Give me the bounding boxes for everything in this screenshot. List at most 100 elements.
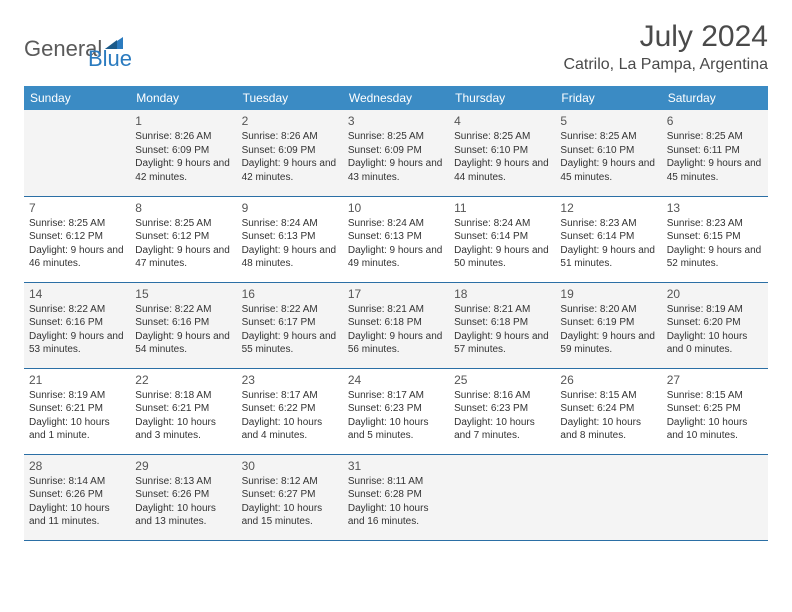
sunrise-text: Sunrise: 8:25 AM (348, 130, 444, 144)
day-cell (662, 454, 768, 540)
sunset-text: Sunset: 6:27 PM (242, 488, 338, 502)
sunrise-text: Sunrise: 8:15 AM (560, 389, 656, 403)
header: GeneralBlue July 2024 Catrilo, La Pampa,… (24, 20, 768, 74)
week-row: 21Sunrise: 8:19 AMSunset: 6:21 PMDayligh… (24, 368, 768, 454)
day-cell: 14Sunrise: 8:22 AMSunset: 6:16 PMDayligh… (24, 282, 130, 368)
day-info: Sunrise: 8:15 AMSunset: 6:24 PMDaylight:… (560, 389, 656, 443)
day-cell: 29 Sunrise: 8:13 AMSunset: 6:26 PMDayligh… (130, 454, 236, 540)
day-cell: 26 Sunrise: 8:15 AMSunset: 6:24 PMDayligh… (555, 368, 661, 454)
sunrise-text: Sunrise: 8:25 AM (135, 217, 231, 231)
day-number: 31 (348, 459, 444, 473)
day-cell: 1Sunrise: 8:26 AMSunset: 6:09 PMDaylight… (130, 110, 236, 196)
day-info: Sunrise: 8:25 AMSunset: 6:10 PMDaylight:… (454, 130, 550, 184)
day-cell: 3Sunrise: 8:25 AMSunset: 6:09 PMDaylight… (343, 110, 449, 196)
sunset-text: Sunset: 6:13 PM (348, 230, 444, 244)
sunset-text: Sunset: 6:17 PM (242, 316, 338, 330)
day-cell: 13Sunrise: 8:23 AMSunset: 6:15 PMDayligh… (662, 196, 768, 282)
day-cell (24, 110, 130, 196)
sunset-text: Sunset: 6:18 PM (348, 316, 444, 330)
daylight-text: Daylight: 10 hours and 4 minutes. (242, 416, 338, 443)
sunrise-text: Sunrise: 8:22 AM (135, 303, 231, 317)
month-title: July 2024 (563, 20, 768, 54)
sunrise-text: Sunrise: 8:22 AM (29, 303, 125, 317)
sunset-text: Sunset: 6:21 PM (29, 402, 125, 416)
day-cell: 23Sunrise: 8:17 AMSunset: 6:22 PMDayligh… (237, 368, 343, 454)
sunset-text: Sunset: 6:10 PM (560, 144, 656, 158)
day-cell: 20Sunrise: 8:19 AMSunset: 6:20 PMDayligh… (662, 282, 768, 368)
day-number: 9 (242, 201, 338, 215)
day-header-fri: Friday (555, 86, 661, 110)
sunrise-text: Sunrise: 8:23 AM (560, 217, 656, 231)
day-cell: 16Sunrise: 8:22 AMSunset: 6:17 PMDayligh… (237, 282, 343, 368)
day-info: Sunrise: 8:24 AMSunset: 6:13 PMDaylight:… (242, 217, 338, 271)
sunset-text: Sunset: 6:23 PM (454, 402, 550, 416)
sunset-text: Sunset: 6:14 PM (454, 230, 550, 244)
day-header-sat: Saturday (662, 86, 768, 110)
week-row: 14Sunrise: 8:22 AMSunset: 6:16 PMDayligh… (24, 282, 768, 368)
daylight-text: Daylight: 10 hours and 16 minutes. (348, 502, 444, 529)
day-cell: 4 Sunrise: 8:25 AMSunset: 6:10 PMDaylight… (449, 110, 555, 196)
sunset-text: Sunset: 6:10 PM (454, 144, 550, 158)
day-info: Sunrise: 8:13 AMSunset: 6:26 PMDaylight:… (135, 475, 231, 529)
day-number: 26 (560, 373, 656, 387)
sunset-text: Sunset: 6:20 PM (667, 316, 763, 330)
daylight-text: Daylight: 9 hours and 55 minutes. (242, 330, 338, 357)
sunrise-text: Sunrise: 8:26 AM (135, 130, 231, 144)
day-number: 22 (135, 373, 231, 387)
day-number: 16 (242, 287, 338, 301)
sunrise-text: Sunrise: 8:20 AM (560, 303, 656, 317)
daylight-text: Daylight: 9 hours and 51 minutes. (560, 244, 656, 271)
day-info: Sunrise: 8:17 AMSunset: 6:22 PMDaylight:… (242, 389, 338, 443)
day-number: 8 (135, 201, 231, 215)
day-number: 6 (667, 114, 763, 128)
logo: GeneralBlue (24, 26, 164, 72)
daylight-text: Daylight: 9 hours and 47 minutes. (135, 244, 231, 271)
day-number: 4 (454, 114, 550, 128)
sunset-text: Sunset: 6:11 PM (667, 144, 763, 158)
day-number: 10 (348, 201, 444, 215)
day-cell: 5Sunrise: 8:25 AMSunset: 6:10 PMDaylight… (555, 110, 661, 196)
daylight-text: Daylight: 9 hours and 46 minutes. (29, 244, 125, 271)
sunrise-text: Sunrise: 8:13 AM (135, 475, 231, 489)
sunrise-text: Sunrise: 8:17 AM (242, 389, 338, 403)
daylight-text: Daylight: 9 hours and 59 minutes. (560, 330, 656, 357)
day-cell (449, 454, 555, 540)
day-number: 18 (454, 287, 550, 301)
day-info: Sunrise: 8:26 AMSunset: 6:09 PMDaylight:… (242, 130, 338, 184)
sunset-text: Sunset: 6:26 PM (135, 488, 231, 502)
daylight-text: Daylight: 10 hours and 0 minutes. (667, 330, 763, 357)
sunset-text: Sunset: 6:13 PM (242, 230, 338, 244)
sunrise-text: Sunrise: 8:14 AM (29, 475, 125, 489)
day-cell: 8 Sunrise: 8:25 AMSunset: 6:12 PMDaylight… (130, 196, 236, 282)
day-number: 1 (135, 114, 231, 128)
daylight-text: Daylight: 9 hours and 44 minutes. (454, 157, 550, 184)
sunrise-text: Sunrise: 8:17 AM (348, 389, 444, 403)
sunset-text: Sunset: 6:09 PM (242, 144, 338, 158)
day-number: 29 (135, 459, 231, 473)
sunrise-text: Sunrise: 8:25 AM (560, 130, 656, 144)
day-cell: 24Sunrise: 8:17 AMSunset: 6:23 PMDayligh… (343, 368, 449, 454)
daylight-text: Daylight: 10 hours and 11 minutes. (29, 502, 125, 529)
day-info: Sunrise: 8:19 AMSunset: 6:20 PMDaylight:… (667, 303, 763, 357)
sunrise-text: Sunrise: 8:24 AM (242, 217, 338, 231)
day-cell: 10Sunrise: 8:24 AMSunset: 6:13 PMDayligh… (343, 196, 449, 282)
day-cell: 27Sunrise: 8:15 AMSunset: 6:25 PMDayligh… (662, 368, 768, 454)
sunrise-text: Sunrise: 8:25 AM (29, 217, 125, 231)
day-number: 3 (348, 114, 444, 128)
day-info: Sunrise: 8:18 AMSunset: 6:21 PMDaylight:… (135, 389, 231, 443)
day-info: Sunrise: 8:21 AMSunset: 6:18 PMDaylight:… (454, 303, 550, 357)
sunset-text: Sunset: 6:18 PM (454, 316, 550, 330)
day-info: Sunrise: 8:20 AMSunset: 6:19 PMDaylight:… (560, 303, 656, 357)
day-header-mon: Monday (130, 86, 236, 110)
sunset-text: Sunset: 6:28 PM (348, 488, 444, 502)
sunrise-text: Sunrise: 8:24 AM (348, 217, 444, 231)
day-cell: 9 Sunrise: 8:24 AMSunset: 6:13 PMDaylight… (237, 196, 343, 282)
sunrise-text: Sunrise: 8:16 AM (454, 389, 550, 403)
sunrise-text: Sunrise: 8:18 AM (135, 389, 231, 403)
day-cell: 15Sunrise: 8:22 AMSunset: 6:16 PMDayligh… (130, 282, 236, 368)
sunset-text: Sunset: 6:22 PM (242, 402, 338, 416)
day-info: Sunrise: 8:23 AMSunset: 6:15 PMDaylight:… (667, 217, 763, 271)
day-info: Sunrise: 8:25 AMSunset: 6:12 PMDaylight:… (135, 217, 231, 271)
day-cell: 25Sunrise: 8:16 AMSunset: 6:23 PMDayligh… (449, 368, 555, 454)
daylight-text: Daylight: 10 hours and 5 minutes. (348, 416, 444, 443)
